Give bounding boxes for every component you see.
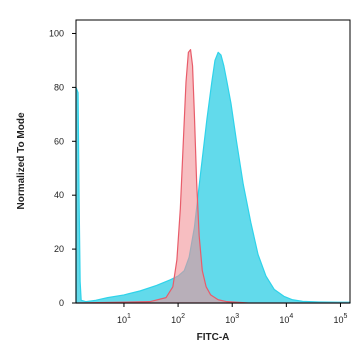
y-tick-label-1: 20 bbox=[54, 244, 64, 254]
histogram-series-1 bbox=[75, 51, 351, 304]
x-tick-exponent: 5 bbox=[344, 313, 348, 320]
plot-layer bbox=[75, 49, 351, 304]
x-tick-exponent: 3 bbox=[235, 313, 239, 320]
x-tick-base: 10 bbox=[279, 315, 289, 325]
y-tick-label-2: 40 bbox=[54, 190, 64, 200]
x-tick-exponent: 1 bbox=[127, 313, 131, 320]
x-tick-base: 10 bbox=[334, 315, 344, 325]
x-tick-base: 10 bbox=[171, 315, 181, 325]
x-tick-exponent: 2 bbox=[181, 313, 185, 320]
x-tick-label-3: 104 bbox=[279, 313, 293, 325]
plot-frame bbox=[75, 19, 351, 304]
x-tick-label-0: 101 bbox=[117, 313, 131, 325]
x-tick-label-2: 103 bbox=[225, 313, 239, 325]
y-tick-label-5: 100 bbox=[49, 28, 64, 38]
x-tick-base: 10 bbox=[225, 315, 235, 325]
histogram-series-2 bbox=[75, 49, 351, 304]
x-tick-label-4: 105 bbox=[334, 313, 348, 325]
x-tick-exponent: 4 bbox=[289, 313, 293, 320]
x-tick-label-1: 102 bbox=[171, 313, 185, 325]
y-tick-label-4: 80 bbox=[54, 82, 64, 92]
x-axis-label: FITC-A bbox=[197, 332, 230, 343]
y-axis-label: Normalized To Mode bbox=[16, 112, 27, 209]
y-tick-label-0: 0 bbox=[59, 298, 64, 308]
x-tick-base: 10 bbox=[117, 315, 127, 325]
y-tick-label-3: 60 bbox=[54, 136, 64, 146]
